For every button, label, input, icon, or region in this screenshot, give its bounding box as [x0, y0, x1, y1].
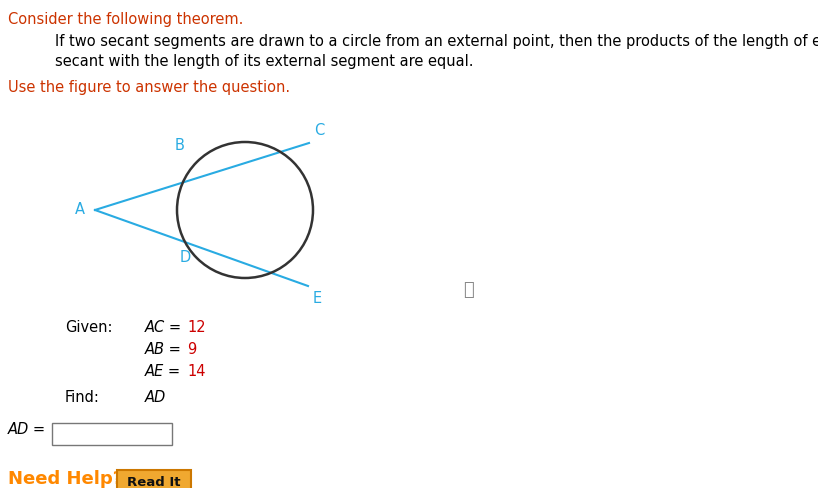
Text: AB =: AB =	[145, 342, 187, 357]
Text: 12: 12	[187, 320, 205, 335]
Text: D: D	[180, 250, 191, 265]
Text: 14: 14	[187, 364, 205, 379]
FancyBboxPatch shape	[52, 423, 172, 445]
Text: If two secant segments are drawn to a circle from an external point, then the pr: If two secant segments are drawn to a ci…	[55, 34, 818, 49]
Text: AC =: AC =	[145, 320, 187, 335]
Text: 9: 9	[187, 342, 196, 357]
Text: B: B	[174, 138, 184, 153]
Text: Consider the following theorem.: Consider the following theorem.	[8, 12, 244, 27]
Text: Find:: Find:	[65, 390, 100, 405]
Text: secant with the length of its external segment are equal.: secant with the length of its external s…	[55, 54, 474, 69]
Text: Need Help?: Need Help?	[8, 470, 124, 488]
FancyBboxPatch shape	[117, 470, 191, 488]
Text: Read It: Read It	[128, 476, 181, 488]
Text: AD: AD	[145, 390, 166, 405]
Text: AE =: AE =	[145, 364, 186, 379]
Text: E: E	[313, 291, 322, 306]
Text: Use the figure to answer the question.: Use the figure to answer the question.	[8, 80, 290, 95]
Text: ⓘ: ⓘ	[463, 281, 474, 299]
Text: AD =: AD =	[8, 422, 46, 437]
Text: A: A	[75, 203, 85, 218]
Text: C: C	[314, 123, 324, 138]
Text: Given:: Given:	[65, 320, 113, 335]
